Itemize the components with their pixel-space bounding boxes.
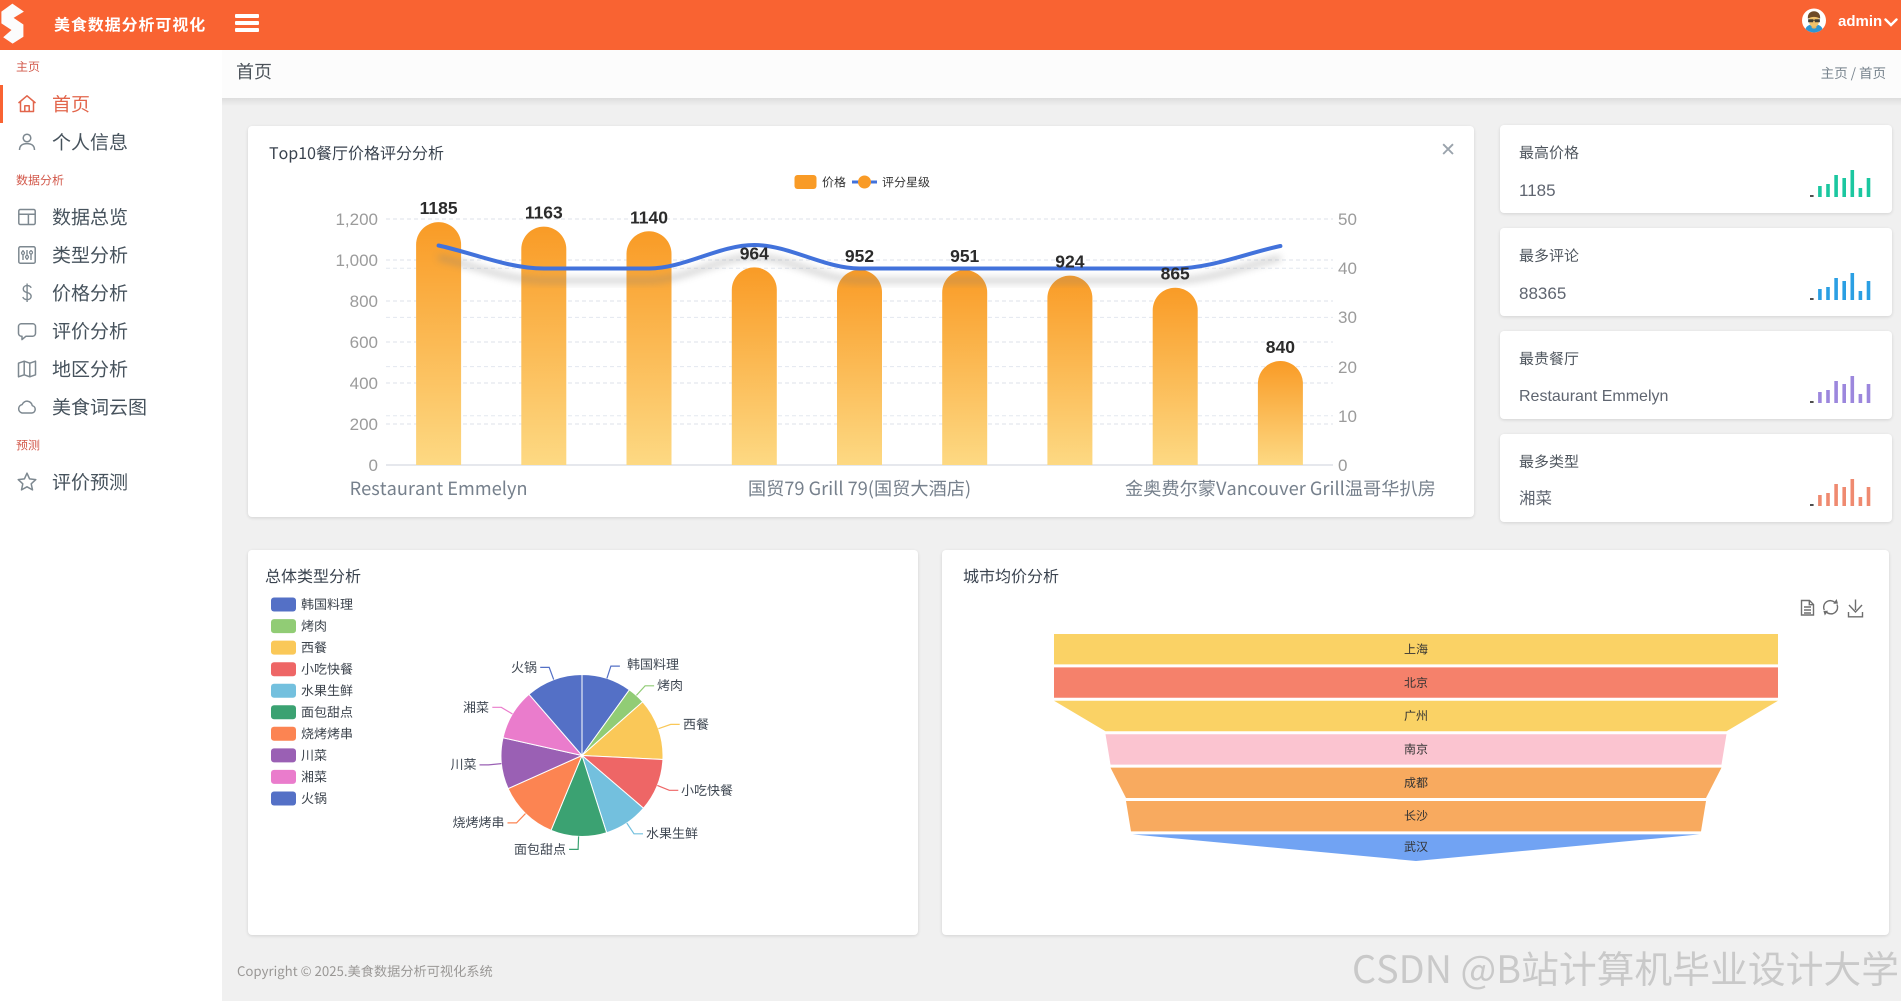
svg-text:951: 951 <box>950 246 979 266</box>
svg-text:20: 20 <box>1338 358 1357 377</box>
svg-text:30: 30 <box>1338 308 1357 327</box>
svg-text:1163: 1163 <box>525 203 563 223</box>
svg-text:1140: 1140 <box>630 207 668 227</box>
svg-text:0: 0 <box>369 456 378 475</box>
svg-text:50: 50 <box>1338 210 1357 229</box>
svg-text:1,200: 1,200 <box>335 210 378 229</box>
svg-text:924: 924 <box>1055 252 1084 272</box>
svg-text:800: 800 <box>350 292 378 311</box>
svg-text:40: 40 <box>1338 259 1357 278</box>
svg-text:400: 400 <box>350 374 378 393</box>
svg-text:1,000: 1,000 <box>335 251 378 270</box>
svg-text:600: 600 <box>350 333 378 352</box>
svg-text:10: 10 <box>1338 407 1357 426</box>
svg-text:865: 865 <box>1161 264 1190 284</box>
svg-text:964: 964 <box>740 243 769 263</box>
svg-text:952: 952 <box>845 246 874 266</box>
svg-text:0: 0 <box>1338 456 1347 475</box>
svg-text:200: 200 <box>350 415 378 434</box>
svg-text:840: 840 <box>1266 337 1295 357</box>
svg-text:1185: 1185 <box>420 198 458 218</box>
